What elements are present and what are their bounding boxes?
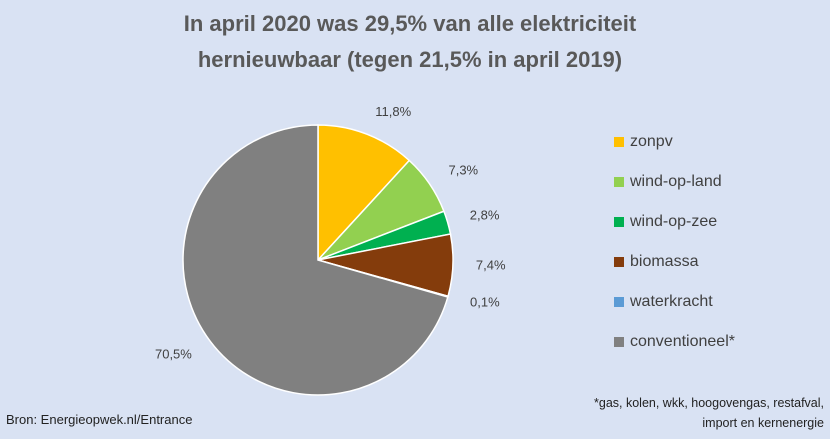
data-label: 2,8% <box>470 208 500 223</box>
footnote: *gas, kolen, wkk, hoogovengas, restafval… <box>594 396 824 430</box>
chart-title: In april 2020 was 29,5% van alle elektri… <box>183 11 637 72</box>
data-label: 0,1% <box>470 294 500 309</box>
data-label: 11,8% <box>375 104 411 119</box>
pie-slice <box>182 124 449 396</box>
legend-label: zonpv <box>630 133 673 150</box>
legend-swatch <box>614 297 624 307</box>
pie-slice <box>317 124 411 262</box>
legend-swatch <box>614 137 624 147</box>
source: Bron: Energieopwek.nl/Entrance <box>6 412 193 427</box>
data-label: 70,5% <box>155 347 192 362</box>
data-label: 7,3% <box>448 162 478 177</box>
legend-label: wind-op-zee <box>629 213 717 230</box>
legend-swatch <box>614 177 624 187</box>
legend-label: waterkracht <box>629 293 713 310</box>
legend-swatch <box>614 337 624 347</box>
legend-label: biomassa <box>630 253 699 270</box>
legend-label: conventioneel* <box>630 333 735 350</box>
legend-label: wind-op-land <box>629 173 722 190</box>
legend-swatch <box>614 217 624 227</box>
data-label: 7,4% <box>476 258 506 273</box>
legend-swatch <box>614 257 624 267</box>
